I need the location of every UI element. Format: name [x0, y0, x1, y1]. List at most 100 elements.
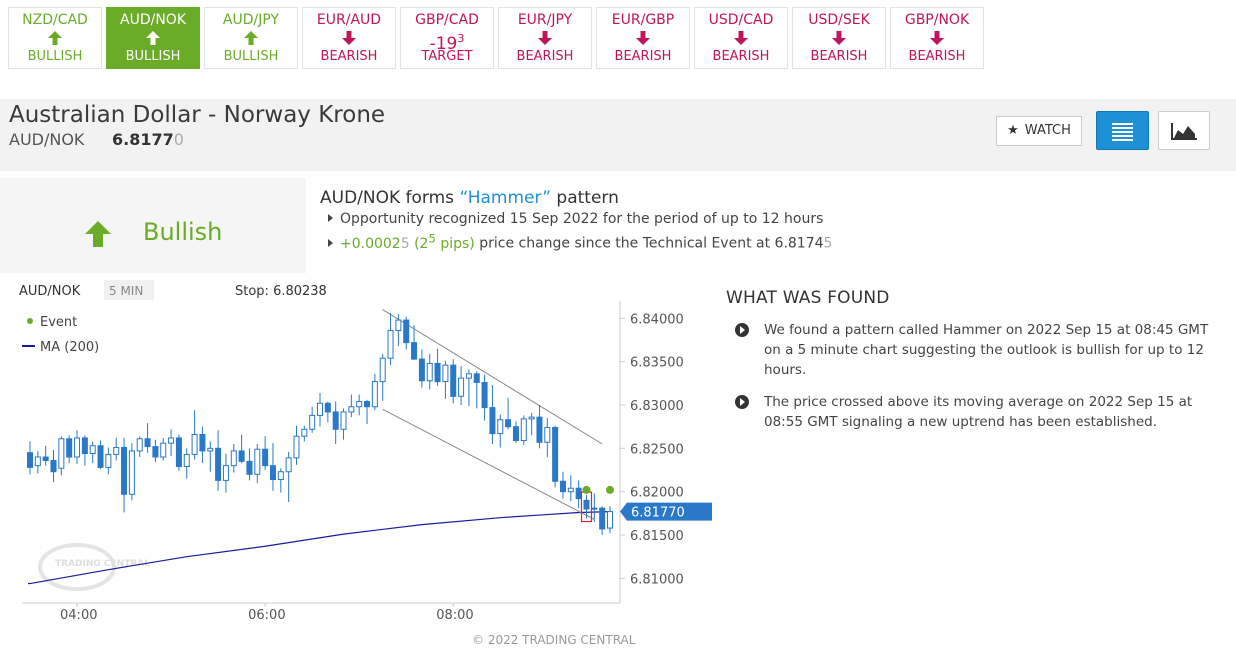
- tab-nzd-cad[interactable]: NZD/CAD BULLISH: [8, 7, 102, 69]
- tab-pair: NZD/CAD: [22, 12, 88, 28]
- target-pips: -19: [429, 34, 458, 54]
- candle: [191, 433, 198, 455]
- y-tick-label: 6.81000: [630, 572, 684, 587]
- tab-eur-gbp[interactable]: EUR/GBP BEARISH: [596, 7, 690, 69]
- candle: [309, 414, 316, 430]
- candle: [105, 453, 112, 468]
- tab-usd-cad[interactable]: USD/CAD BEARISH: [694, 7, 788, 69]
- candle: [575, 487, 582, 500]
- tab-direction: [107, 29, 199, 49]
- candle: [379, 357, 386, 383]
- tab-direction: -193: [401, 29, 493, 54]
- candle: [403, 319, 410, 344]
- watermark-text: TRADING CENTRAL: [55, 559, 150, 569]
- star-icon: ★: [1007, 123, 1019, 138]
- candle: [348, 406, 355, 413]
- tab-eur-jpy[interactable]: EUR/JPY BEARISH: [498, 7, 592, 69]
- pips-unit: pips): [435, 235, 475, 252]
- caret-right-icon: [328, 238, 333, 247]
- found-item: The price crossed above its moving avera…: [726, 392, 1226, 432]
- tab-status: TARGET: [421, 49, 473, 64]
- copyright: © 2022 TRADING CENTRAL: [472, 633, 636, 647]
- candle: [160, 442, 167, 458]
- x-tick-label: 06:00: [248, 608, 285, 623]
- up-arrow-icon: [48, 31, 62, 45]
- candle: [458, 377, 465, 397]
- candle: [465, 373, 472, 379]
- candle: [34, 456, 41, 467]
- candle: [395, 319, 402, 331]
- current-price-tag: [620, 502, 712, 521]
- candle: [411, 342, 418, 360]
- candle: [144, 438, 151, 448]
- candle: [544, 427, 551, 443]
- tab-pair: AUD/NOK: [120, 12, 186, 28]
- watch-button[interactable]: ★ WATCH: [996, 116, 1082, 146]
- channel-line: [382, 408, 595, 520]
- chart-svg[interactable]: 6.84000 6.83500 6.83000 6.82500 6.82000 6.815…: [0, 273, 720, 659]
- candle: [74, 437, 81, 458]
- candle: [277, 471, 284, 481]
- tab-aud-jpy[interactable]: AUD/JPY BULLISH: [204, 7, 298, 69]
- candle: [340, 411, 347, 430]
- x-tick-label: 08:00: [436, 608, 473, 623]
- candle: [246, 460, 253, 475]
- pattern-name[interactable]: “Hammer”: [459, 188, 552, 208]
- down-arrow-icon: [832, 31, 846, 45]
- tab-status: BEARISH: [810, 49, 868, 64]
- event-marker[interactable]: [606, 485, 614, 494]
- chart-view-button[interactable]: [1158, 111, 1210, 150]
- candle: [254, 448, 261, 475]
- tab-gbp-cad[interactable]: GBP/CAD -193 TARGET: [400, 7, 494, 69]
- down-arrow-icon: [930, 31, 944, 45]
- ma-line: [28, 511, 611, 585]
- tab-usd-sek[interactable]: USD/SEK BEARISH: [792, 7, 886, 69]
- tab-aud-nok[interactable]: AUD/NOK BULLISH: [106, 7, 200, 69]
- candle: [583, 499, 590, 510]
- price-change-fraction: 5: [400, 235, 410, 252]
- list-icon: [1112, 123, 1133, 141]
- candle: [552, 427, 559, 482]
- candle: [175, 437, 182, 468]
- candle: [113, 446, 120, 455]
- down-arrow-icon: [636, 31, 650, 45]
- y-tick-label: 6.83500: [630, 356, 684, 371]
- instrument-price: 6.81770: [112, 130, 184, 149]
- price-change-value: +0.0002: [340, 235, 401, 252]
- candle: [364, 401, 371, 408]
- tab-pair: GBP/NOK: [904, 12, 970, 28]
- event-legend-icon: [27, 318, 33, 324]
- candle: [371, 381, 378, 408]
- event-marker[interactable]: [582, 485, 591, 494]
- list-view-button[interactable]: [1096, 111, 1149, 150]
- tab-direction: [793, 29, 885, 49]
- candle: [607, 511, 613, 529]
- candle: [528, 416, 535, 420]
- down-arrow-icon: [342, 31, 356, 45]
- legend-ma: MA (200): [40, 340, 99, 355]
- candle: [442, 364, 449, 383]
- candle: [567, 487, 574, 493]
- sentiment-label: Bullish: [143, 218, 223, 246]
- candle: [121, 446, 128, 495]
- target-pips-fraction: 3: [457, 32, 465, 45]
- what-was-found: WHAT WAS FOUND We found a pattern called…: [726, 288, 1226, 432]
- tab-eur-aud[interactable]: EUR/AUD BEARISH: [302, 7, 396, 69]
- event-title-post: pattern: [551, 188, 619, 208]
- tab-gbp-nok[interactable]: GBP/NOK BEARISH: [890, 7, 984, 69]
- candle: [238, 450, 245, 462]
- change-description: price change since the Technical Event a…: [474, 235, 824, 252]
- candle: [317, 402, 323, 416]
- price-main: 6.8177: [112, 130, 174, 149]
- timeframe-badge[interactable]: [104, 280, 154, 300]
- candle: [356, 401, 363, 408]
- candle: [152, 446, 159, 458]
- candle: [168, 437, 175, 444]
- candle: [81, 437, 88, 455]
- y-tick-label: 6.82000: [630, 486, 684, 501]
- price-chart[interactable]: 6.84000 6.83500 6.83000 6.82500 6.82000 6.815…: [0, 273, 720, 659]
- tab-direction: [303, 29, 395, 49]
- instrument-name: Australian Dollar - Norway Krone: [9, 102, 386, 128]
- candle: [58, 438, 65, 469]
- tab-status: BEARISH: [908, 49, 966, 64]
